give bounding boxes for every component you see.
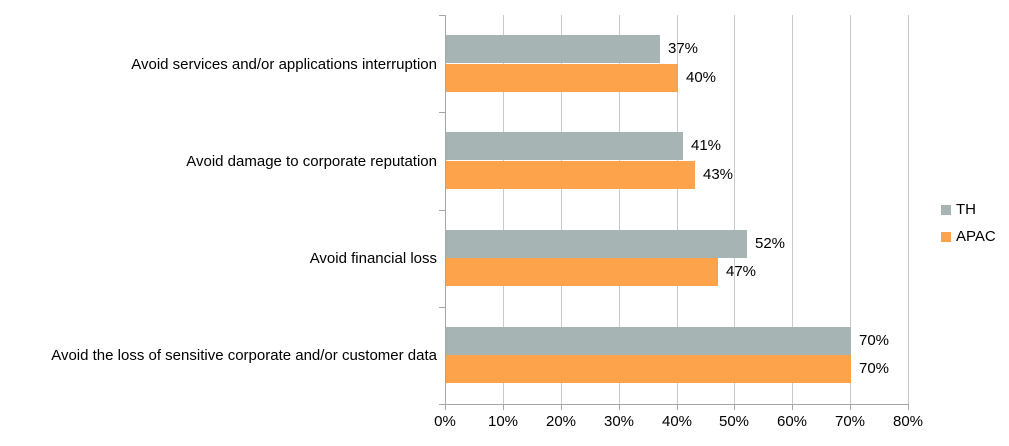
y-axis-tick-0 [439, 15, 445, 16]
legend-swatch-apac-icon [941, 232, 951, 242]
category-label-3: Avoid the loss of sensitive corporate an… [51, 347, 437, 364]
category-label-0: Avoid services and/or applications inter… [131, 56, 437, 73]
value-label-th-3: 70% [859, 332, 890, 349]
gridline-80 [908, 15, 909, 404]
x-tick-label-0: 0% [434, 413, 456, 430]
bar-apac-1 [446, 161, 695, 189]
gridline-50 [734, 15, 735, 404]
bar-apac-0 [446, 64, 678, 92]
bar-th-1 [446, 132, 683, 160]
x-tick-label-10: 10% [487, 413, 519, 430]
value-label-apac-2: 47% [726, 263, 757, 280]
x-tick-label-80: 80% [892, 413, 924, 430]
x-axis-tick-20 [561, 404, 562, 410]
x-axis-tick-50 [734, 404, 735, 410]
y-axis-tick-2 [439, 210, 445, 211]
bar-th-0 [446, 35, 660, 63]
value-label-apac-3: 70% [859, 360, 890, 377]
gridline-70 [850, 15, 851, 404]
category-label-1: Avoid damage to corporate reputation [186, 153, 437, 170]
y-axis-tick-1 [439, 112, 445, 113]
x-tick-label-20: 20% [545, 413, 577, 430]
legend-label-th: TH [956, 201, 976, 218]
bar-apac-2 [446, 258, 718, 286]
bar-th-2 [446, 230, 747, 258]
value-label-apac-1: 43% [703, 166, 734, 183]
gridline-40 [677, 15, 678, 404]
value-label-th-1: 41% [691, 137, 722, 154]
legend-item-apac: APAC [941, 227, 996, 247]
x-tick-label-40: 40% [661, 413, 693, 430]
legend-label-apac: APAC [956, 228, 996, 245]
x-axis-tick-10 [503, 404, 504, 410]
value-label-th-0: 37% [668, 40, 699, 57]
legend-item-th: TH [941, 200, 996, 220]
value-label-apac-0: 40% [686, 69, 717, 86]
legend-swatch-th-icon [941, 205, 951, 215]
x-axis-tick-70 [850, 404, 851, 410]
value-label-th-2: 52% [755, 235, 786, 252]
legend: TH APAC [941, 200, 996, 254]
y-axis-tick-bottom [439, 404, 445, 405]
plot-area [445, 15, 909, 404]
x-axis-tick-40 [677, 404, 678, 410]
x-axis-tick-30 [619, 404, 620, 410]
x-tick-label-60: 60% [776, 413, 808, 430]
x-tick-label-50: 50% [718, 413, 750, 430]
x-tick-label-70: 70% [834, 413, 866, 430]
gridline-10 [503, 15, 504, 404]
x-axis-tick-60 [792, 404, 793, 410]
x-axis-tick-80 [908, 404, 909, 410]
gridline-20 [561, 15, 562, 404]
bar-apac-3 [446, 355, 851, 383]
x-axis-tick-0 [445, 404, 446, 410]
y-axis-line [445, 15, 446, 404]
bar-th-3 [446, 327, 851, 355]
y-axis-tick-3 [439, 307, 445, 308]
gridline-60 [792, 15, 793, 404]
x-tick-label-30: 30% [603, 413, 635, 430]
category-label-2: Avoid financial loss [309, 250, 437, 267]
gridline-30 [619, 15, 620, 404]
